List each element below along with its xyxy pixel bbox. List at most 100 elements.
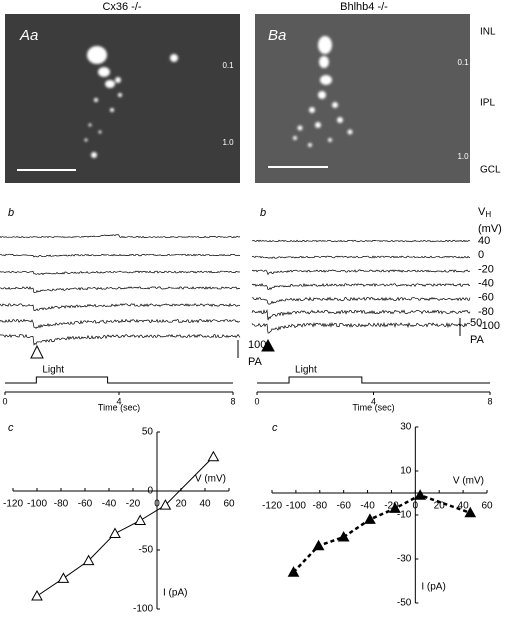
panel-label: Aa: [19, 27, 38, 44]
x-tick-label: 60: [481, 501, 493, 512]
scale-value: 100: [248, 339, 266, 351]
scale-unit: PA: [248, 356, 263, 368]
genotype: Cx36 -/-: [102, 1, 141, 13]
data-point: [364, 513, 376, 524]
holding-value: -80: [478, 306, 494, 318]
tick-label: 0: [254, 396, 259, 406]
data-point: [134, 514, 147, 525]
data-point: [207, 450, 220, 462]
data-point: [57, 572, 70, 583]
current-trace: [251, 282, 471, 290]
x-tick-label: -60: [336, 501, 351, 512]
data-point: [109, 527, 121, 538]
y-tick-label: 30: [400, 422, 412, 433]
current-trace: [251, 309, 471, 321]
holding-value: -60: [478, 292, 494, 304]
y-tick-label: -10: [397, 510, 412, 521]
y-tick-label: 50: [142, 427, 154, 438]
depth-label: 0.1: [457, 58, 469, 67]
current-trace: [0, 333, 241, 346]
panel-label: b: [260, 207, 266, 219]
axis-label: Time (sec): [352, 402, 394, 412]
axis-label: Time (sec): [98, 402, 140, 412]
tick-label: 4: [116, 396, 121, 406]
data-point: [31, 589, 43, 601]
light-stimulus: [5, 376, 233, 384]
x-tick-label: -60: [78, 499, 93, 510]
data-point: [337, 530, 350, 542]
data-point: [312, 539, 325, 551]
tick-label: 8: [230, 396, 235, 406]
x-axis-label: V (mV): [195, 474, 226, 485]
depth-label: 1.0: [457, 152, 469, 161]
layer-label: IPL: [480, 98, 495, 109]
y-tick-label: -50: [397, 598, 412, 609]
x-axis-label: V (mV): [453, 476, 484, 487]
tick-label: 8: [487, 396, 492, 406]
current-trace: [251, 269, 471, 276]
depth-label: 1.0: [222, 138, 234, 147]
y-axis-label: I (pA): [163, 588, 187, 599]
current-trace: [0, 286, 241, 294]
light-label: Light: [42, 365, 64, 376]
current-trace: [0, 233, 241, 239]
data-point: [464, 506, 477, 518]
holding-value: 40: [478, 235, 490, 247]
y-tick-label: -100: [133, 604, 153, 615]
x-tick-label: 20: [434, 501, 446, 512]
y-tick-label: -50: [139, 545, 154, 556]
panel-label: b: [8, 207, 14, 219]
x-tick-label: -120: [262, 501, 282, 512]
x-tick-label: -100: [286, 501, 306, 512]
x-tick-label: -80: [54, 499, 69, 510]
x-tick-label: 40: [458, 501, 470, 512]
genotype: Bhlhb4 -/-: [340, 1, 388, 13]
micrograph-a: [5, 14, 240, 183]
x-tick-label: -80: [313, 501, 328, 512]
x-tick-label: 0: [413, 501, 419, 512]
x-tick-label: -100: [27, 499, 47, 510]
panel-label: c: [272, 422, 278, 434]
x-tick-label: 20: [175, 499, 187, 510]
current-trace: [0, 253, 241, 258]
micrograph-b: [255, 14, 470, 183]
light-onset-marker: [30, 344, 44, 359]
y-axis-label: I (pA): [421, 582, 445, 593]
holding-label: VH: [478, 206, 491, 219]
panel-label: c: [8, 422, 14, 434]
light-onset-marker: [261, 338, 275, 352]
layer-label: INL: [480, 27, 496, 38]
holding-unit: (mV): [478, 223, 502, 235]
x-tick-label: 60: [223, 499, 235, 510]
current-trace: [251, 255, 471, 259]
depth-label: 0.1: [222, 61, 234, 70]
scale-unit: PA: [470, 334, 485, 346]
x-tick-label: -20: [384, 501, 399, 512]
current-trace: [251, 321, 471, 334]
x-tick-label: -40: [360, 501, 375, 512]
y-tick-label: 0: [147, 486, 153, 497]
scale-value: 50: [470, 317, 482, 329]
light-stimulus: [257, 376, 490, 384]
y-tick-label: -30: [397, 554, 412, 565]
current-trace: [251, 296, 471, 305]
x-tick-label: 40: [199, 499, 211, 510]
holding-value: -100: [478, 320, 500, 332]
y-tick-label: 10: [400, 466, 412, 477]
current-trace: [251, 239, 471, 243]
panel-label: Ba: [268, 27, 286, 44]
x-tick-label: -120: [3, 499, 23, 510]
data-point: [414, 489, 426, 500]
x-tick-label: 0: [154, 499, 160, 510]
current-trace: [0, 318, 240, 329]
tick-label: 4: [371, 396, 376, 406]
holding-value: -40: [478, 278, 494, 290]
current-trace: [0, 303, 241, 311]
light-label: Light: [295, 365, 317, 376]
x-tick-label: -40: [102, 499, 117, 510]
tick-label: 0: [2, 396, 7, 406]
layer-label: GCL: [480, 165, 501, 176]
data-point: [82, 554, 95, 566]
holding-value: -20: [478, 263, 494, 275]
